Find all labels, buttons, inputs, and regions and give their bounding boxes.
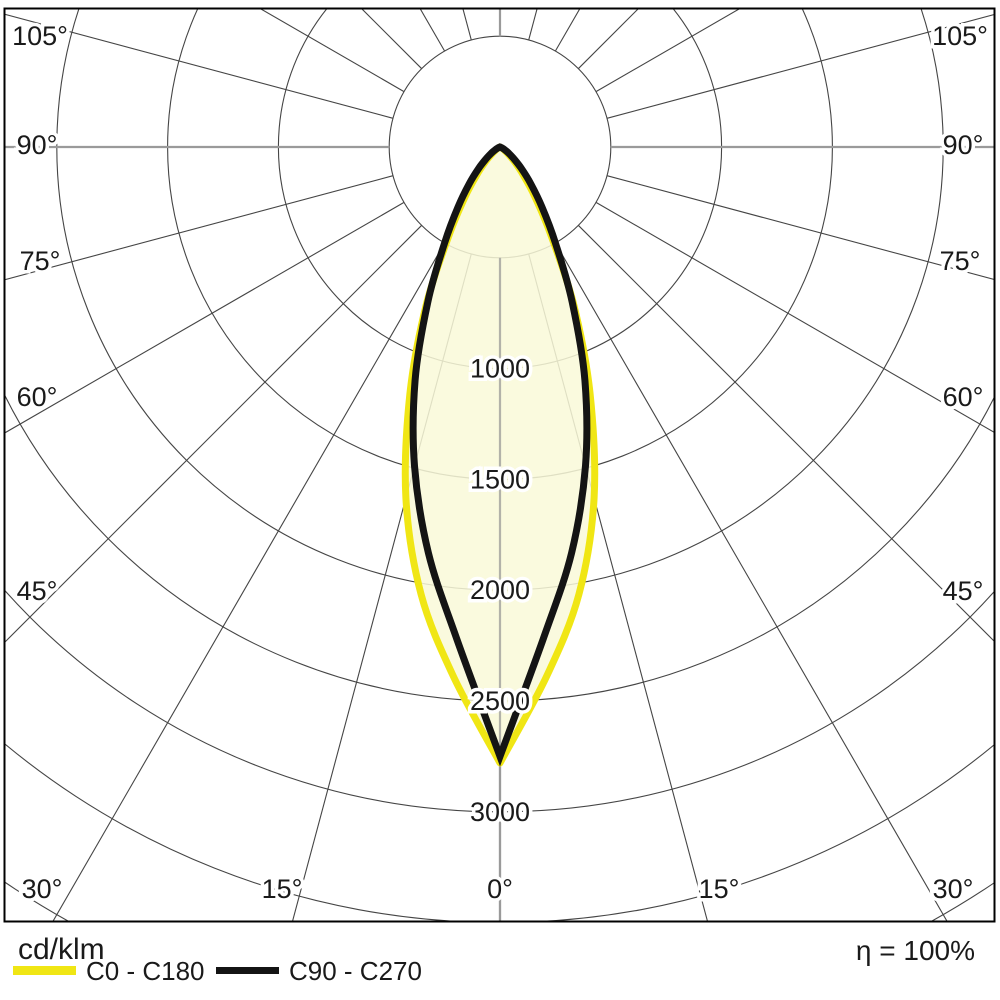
- grid-radial-line: [606, 13, 995, 119]
- grid-radial-line: [577, 224, 995, 643]
- grid-radial-line: [554, 242, 948, 922]
- ring-label: 3000: [470, 797, 530, 827]
- legend-label-c0-c180: C0 - C180: [86, 956, 205, 986]
- legend-swatch-c0-c180: [13, 966, 76, 975]
- ring-label: 2500: [470, 686, 530, 716]
- chart-frame: [3, 7, 996, 923]
- angle-label: 0°: [487, 874, 513, 904]
- grid-radial-line: [4, 201, 405, 434]
- grid-radial-line: [4, 175, 394, 281]
- angle-label: 90°: [17, 130, 58, 160]
- angle-label: 15°: [699, 874, 740, 904]
- grid-radial-line: [52, 242, 446, 922]
- angle-label: 105°: [12, 21, 68, 51]
- efficiency-label: η = 100%: [855, 935, 975, 966]
- ring-label: 2000: [470, 575, 530, 605]
- polar-chart: 1000 1500 2000 2500 3000 105° 90° 75° 60° 45° 30° 1…: [3, 7, 996, 923]
- grid-radial-line: [595, 201, 995, 434]
- grid-radial-line: [4, 224, 423, 644]
- ring-label: 1000: [470, 354, 530, 384]
- angle-label: 15°: [262, 874, 303, 904]
- legend-label-c90-c270: C90 - C270: [289, 956, 422, 986]
- angle-label: 105°: [932, 21, 988, 51]
- angle-label: 60°: [17, 382, 58, 412]
- grid-radial-line: [4, 13, 394, 119]
- grid-radial-line: [606, 175, 995, 281]
- angle-label: 60°: [943, 382, 984, 412]
- angle-label: 75°: [20, 246, 61, 276]
- grid-radial-line: [528, 8, 538, 41]
- angle-label: 45°: [943, 576, 984, 606]
- chart-grid-layer: [4, 8, 995, 922]
- ring-label: 1500: [470, 464, 530, 494]
- angle-label: 45°: [17, 576, 58, 606]
- grid-radial-line: [462, 8, 472, 41]
- angle-label: 75°: [940, 246, 981, 276]
- angle-label: 30°: [22, 874, 63, 904]
- legend-swatch-c90-c270: [216, 967, 279, 974]
- angle-label: 30°: [933, 874, 974, 904]
- unit-label: cd/klm: [18, 933, 105, 966]
- angle-label: 90°: [943, 130, 984, 160]
- curve-c90-c270: [409, 143, 591, 767]
